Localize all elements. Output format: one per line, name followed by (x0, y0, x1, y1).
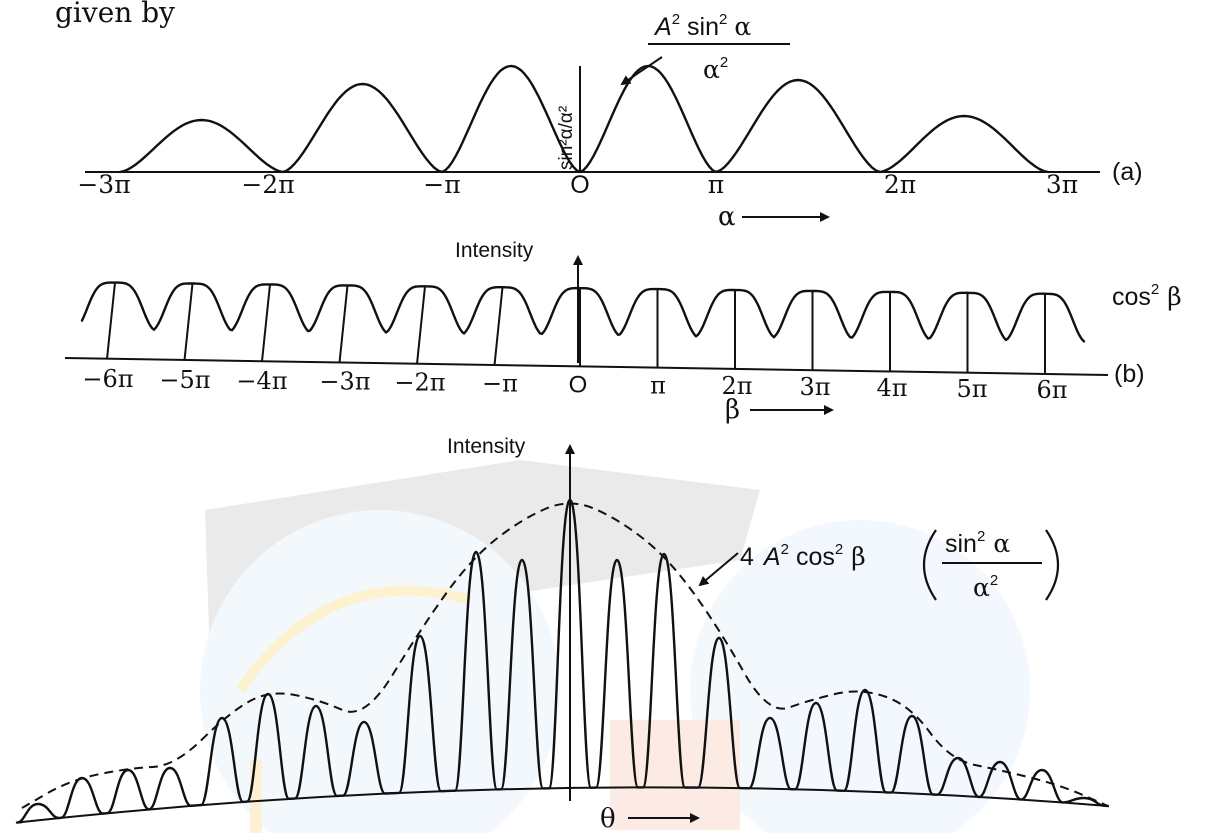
curve-a-label: A2 sin2 α α2 (620, 11, 790, 86)
beta-tick-label: −2π (394, 369, 445, 397)
env-a: A (762, 543, 781, 571)
panel-c: Intensity 4 A2 cos2 β sin2 α α2 θ (15, 435, 1110, 833)
beta-tick-label: 5π (956, 375, 987, 403)
left-paren (923, 529, 937, 601)
alpha-tick-label: −2π (241, 170, 294, 199)
panel-a-id: (a) (1112, 158, 1143, 186)
fringe-pattern-curve (15, 498, 1110, 824)
alpha-tick-label: 2π (884, 170, 916, 199)
theta-axis-label: θ (600, 804, 616, 833)
intensity-title-c: Intensity (447, 435, 526, 458)
sinc-squared-curve (118, 64, 1050, 174)
cos-exp: 2 (1151, 281, 1159, 298)
theta-baseline (21, 786, 1109, 823)
cos-peak-line (338, 285, 349, 363)
beta-tick-label: −6π (82, 365, 133, 393)
curve-a-pointer (620, 56, 663, 86)
envelope-pointer (698, 552, 739, 587)
intensity-title-b: Intensity (455, 239, 534, 262)
beta-tick-label: −5π (159, 366, 210, 394)
env-var: β (851, 542, 865, 571)
env-fn: cos (796, 543, 835, 571)
alpha-tick-label: π (708, 170, 724, 199)
envelope-label: 4 A2 cos2 β sin2 α α2 (698, 528, 1059, 602)
cos-peak-line (106, 282, 116, 359)
alpha-axis-label: α (718, 202, 736, 232)
beta-tick-label: −π (482, 370, 518, 398)
env-a-exp: 2 (781, 541, 789, 558)
svg-text:sin2α: sin2 α (945, 528, 1010, 558)
beta-tick-label: −3π (319, 368, 370, 396)
cos-peak-line (416, 286, 426, 364)
env-den-exp: 2 (990, 572, 998, 589)
env-num-var: α (993, 529, 1010, 558)
svg-text:α2: α2 (703, 54, 728, 84)
env-den: α (973, 573, 990, 602)
peak-axis-label: sin²α/α² (556, 106, 577, 170)
header-text: given by (55, 0, 175, 29)
cos-peak-lines (106, 282, 1046, 374)
beta-tick-label: O (569, 371, 588, 398)
right-paren (1045, 529, 1059, 601)
label-a-fn: sin (687, 13, 719, 41)
label-a-exp: 2 (672, 11, 680, 28)
label-a-fn-exp: 2 (719, 11, 727, 28)
watermark-logo (200, 460, 1030, 833)
beta-tick-label: 4π (876, 374, 907, 402)
label-a-den: α (703, 55, 720, 84)
beta-tick-label: −4π (236, 367, 287, 395)
label-a-den-exp: 2 (720, 54, 728, 71)
env-num-fn: sin (945, 530, 977, 558)
beta-tick-label: π (650, 371, 666, 399)
cos-peak-line (493, 287, 504, 366)
env-coef: 4 (740, 543, 754, 571)
label-a-lhs: A (653, 13, 672, 41)
envelope-dashed-curve (21, 502, 1109, 809)
beta-tick-label: 6π (1036, 376, 1067, 404)
cos-peak-line (261, 284, 271, 362)
cos-fn: cos (1112, 283, 1151, 311)
beta-baseline (64, 357, 1109, 376)
cos-var: β (1167, 282, 1181, 311)
label-a-var: α (734, 12, 751, 41)
svg-text:α2: α2 (973, 572, 998, 602)
cos-squared-curve (80, 281, 1086, 343)
beta-tick-label: 2π (721, 372, 752, 400)
env-num-exp: 2 (977, 528, 985, 545)
alpha-tick-label: −3π (77, 170, 130, 199)
panel-b-id: (b) (1114, 360, 1145, 388)
cos-label: cos2 β (1112, 281, 1182, 311)
env-fn-exp: 2 (835, 541, 843, 558)
alpha-tick-label: O (570, 171, 589, 199)
beta-axis-label: β (725, 395, 740, 425)
alpha-tick-label: −π (423, 170, 460, 199)
alpha-tick-label: 3π (1046, 170, 1078, 199)
cos-peak-line (183, 283, 194, 361)
beta-tick-label: 3π (799, 373, 830, 401)
